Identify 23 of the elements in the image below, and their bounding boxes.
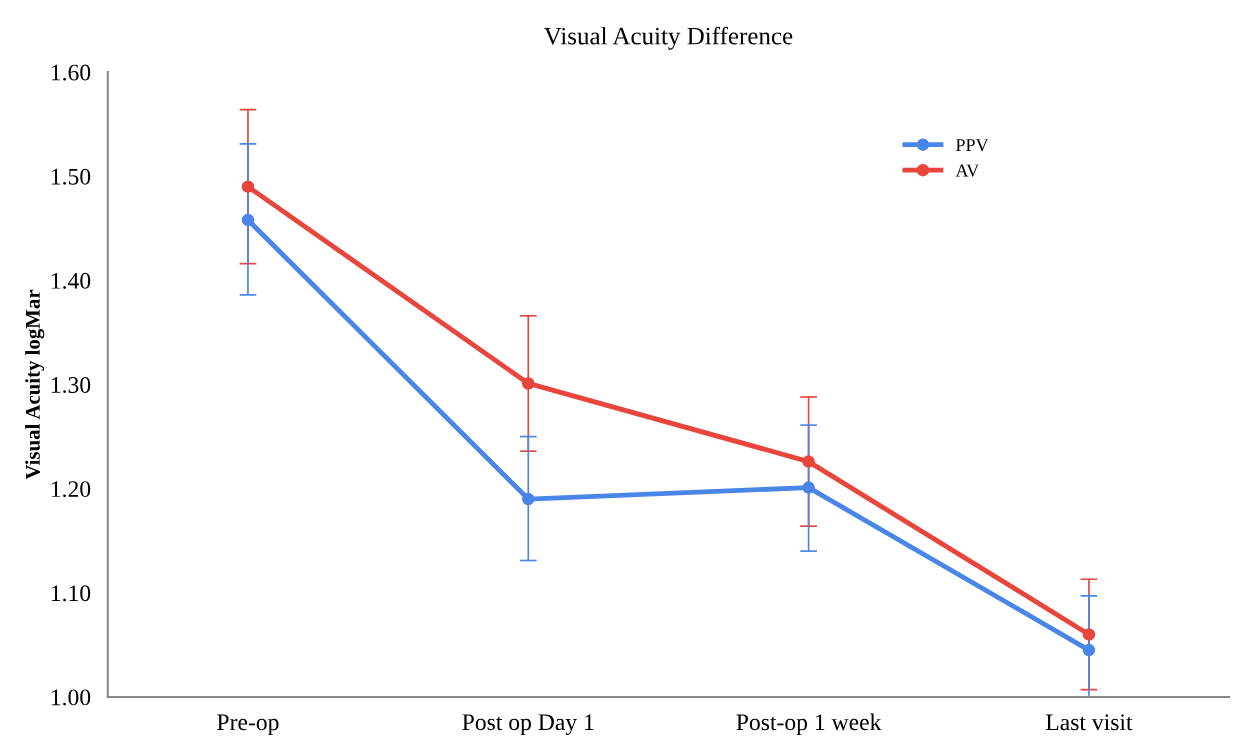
- legend-label: PPV: [955, 139, 989, 152]
- point: [241, 180, 255, 193]
- point: [522, 377, 535, 390]
- legend-label: AV: [955, 164, 980, 177]
- y-tick-label: 1.40: [51, 272, 91, 289]
- y-tick-label: 1.20: [51, 481, 91, 498]
- point: [802, 455, 815, 468]
- point: [522, 492, 535, 506]
- x-tick-label: Post-op 1 week: [736, 713, 882, 736]
- y-axis-title: Visual Acuity logMar: [25, 289, 45, 480]
- x-tick-label: Last visit: [1045, 714, 1133, 731]
- y-tick-label: 1.30: [51, 376, 91, 394]
- y-tick-label: 1.60: [51, 64, 91, 81]
- x-tick-label: Post op Day 1: [462, 714, 594, 736]
- chart-title: Visual Acuity Difference: [544, 26, 793, 50]
- point: [241, 213, 255, 227]
- point: [802, 481, 815, 494]
- y-tick-label: 1.00: [51, 689, 91, 706]
- point: [1082, 643, 1096, 657]
- y-tick-label: 1.10: [51, 585, 91, 602]
- point: [1082, 628, 1096, 641]
- x-tick-label: Pre-op: [217, 714, 279, 736]
- y-tick-label: 1.50: [51, 168, 91, 185]
